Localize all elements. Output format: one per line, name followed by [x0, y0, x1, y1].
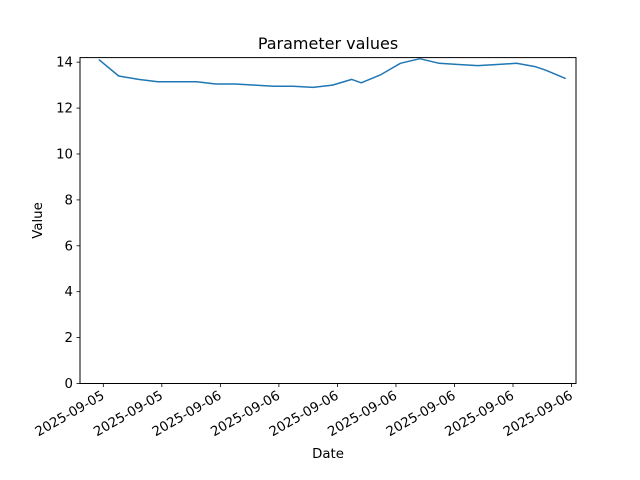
x-axis: 2025-09-052025-09-052025-09-062025-09-06…	[33, 383, 576, 440]
y-tick-label: 8	[65, 193, 73, 208]
y-tick-label: 12	[56, 102, 73, 117]
y-tick-label: 14	[56, 56, 73, 71]
y-tick-label: 6	[65, 239, 73, 254]
plot-area	[80, 57, 576, 384]
chart-title: Parameter values	[258, 34, 398, 53]
y-tick-label: 4	[65, 285, 73, 300]
x-axis-label: Date	[312, 447, 344, 462]
y-axis-label: Value	[31, 202, 46, 239]
y-axis: 0 2 4 6 8 10 12 14	[56, 56, 80, 392]
y-tick-label: 0	[65, 377, 73, 392]
y-tick-label: 10	[56, 147, 73, 162]
series-line	[98, 57, 566, 89]
y-tick-label: 2	[65, 331, 73, 346]
axes-spines	[79, 57, 577, 384]
